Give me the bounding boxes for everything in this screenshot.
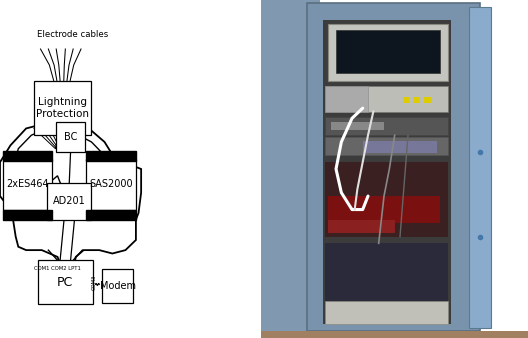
Bar xyxy=(325,243,448,304)
Bar xyxy=(38,260,93,304)
Polygon shape xyxy=(13,128,131,220)
Bar xyxy=(363,141,437,153)
Text: BC: BC xyxy=(64,132,77,142)
Bar xyxy=(3,210,52,220)
Bar xyxy=(3,159,52,210)
Bar xyxy=(3,151,52,161)
Bar xyxy=(325,117,448,135)
Bar xyxy=(325,301,448,324)
Bar xyxy=(261,331,528,338)
Polygon shape xyxy=(0,125,141,286)
Bar xyxy=(336,30,440,73)
Text: AD201: AD201 xyxy=(53,196,86,206)
Text: PC: PC xyxy=(57,276,73,289)
Bar xyxy=(403,97,409,103)
Text: Lightning
Protection: Lightning Protection xyxy=(36,97,89,119)
Text: 2xES464: 2xES464 xyxy=(6,179,49,189)
Bar xyxy=(328,24,448,81)
Bar xyxy=(86,151,136,161)
Bar xyxy=(328,196,440,223)
Bar xyxy=(325,162,448,237)
Bar xyxy=(413,97,420,103)
Bar xyxy=(47,183,91,220)
Text: Electrode cables: Electrode cables xyxy=(36,30,108,39)
Bar xyxy=(325,137,448,155)
Bar xyxy=(34,81,91,135)
Text: SAS2000: SAS2000 xyxy=(89,179,133,189)
Text: COM3: COM3 xyxy=(92,274,97,290)
Bar xyxy=(325,86,448,112)
Bar xyxy=(323,20,451,324)
Bar xyxy=(86,159,136,210)
Bar xyxy=(325,86,368,112)
Bar xyxy=(102,269,133,303)
Bar xyxy=(331,122,384,130)
Bar xyxy=(261,0,320,338)
Bar xyxy=(469,7,491,328)
Bar xyxy=(56,122,85,152)
Bar xyxy=(424,97,431,103)
Text: Modem: Modem xyxy=(100,281,136,291)
Bar xyxy=(307,3,480,331)
Bar xyxy=(86,210,136,220)
Bar xyxy=(328,220,394,233)
Text: COM1 COM2 LPT1: COM1 COM2 LPT1 xyxy=(34,266,81,271)
